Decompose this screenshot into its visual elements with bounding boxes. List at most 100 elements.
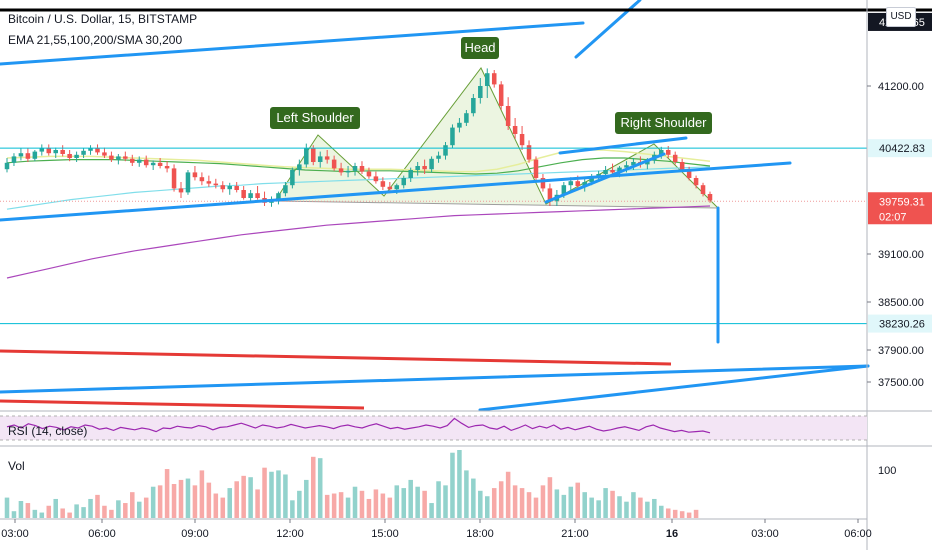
candle-body	[526, 145, 532, 160]
candle	[199, 172, 205, 186]
candle-body	[659, 150, 664, 155]
candle	[345, 166, 351, 178]
candle-body	[707, 194, 713, 201]
candle	[234, 182, 239, 193]
volume-bar	[561, 494, 567, 518]
volume-bar	[498, 481, 504, 518]
volume-bar	[164, 469, 170, 518]
candle-body	[185, 172, 191, 193]
candle	[317, 151, 323, 168]
candle	[178, 182, 184, 198]
candle-body	[227, 186, 232, 190]
candle	[408, 167, 413, 182]
volume-bar	[443, 485, 448, 518]
trendline-bottom-2	[478, 364, 870, 412]
candle-body	[422, 166, 427, 170]
candle-body	[67, 154, 72, 158]
volume-bar	[610, 490, 615, 518]
volume-bar	[324, 494, 330, 518]
volume-bar	[345, 497, 351, 518]
candle-body	[241, 190, 246, 198]
candle	[213, 178, 219, 189]
volume-bar	[150, 486, 156, 518]
candle-body	[561, 185, 567, 195]
volume-bar	[491, 488, 497, 518]
candle-body	[505, 106, 511, 126]
volume-bar	[686, 512, 692, 518]
candle-body	[624, 165, 629, 168]
candle	[88, 145, 93, 155]
volume-bar	[659, 505, 664, 518]
volume-bar	[645, 501, 650, 518]
volume-bar	[457, 450, 462, 518]
x-tick-label: 15:00	[371, 528, 399, 540]
y-tick-label: 38500.00	[878, 297, 924, 309]
right-shoulder-lower	[544, 152, 666, 204]
candle	[533, 156, 539, 182]
volume-bar	[290, 500, 295, 518]
volume-bar	[652, 498, 657, 518]
volume-bar	[178, 479, 184, 518]
candle	[324, 150, 330, 164]
candle-body	[631, 162, 636, 166]
y-tick-label: 37900.00	[878, 345, 924, 357]
volume-bar	[136, 501, 142, 518]
candle	[401, 175, 407, 189]
candle	[373, 171, 379, 184]
candle-body	[401, 178, 407, 186]
chart-title: Bitcoin / U.S. Dollar, 15, BITSTAMP	[8, 12, 198, 26]
candle-body	[471, 98, 476, 114]
candle	[450, 124, 455, 149]
candle	[81, 148, 86, 158]
candle	[102, 147, 107, 158]
candle	[95, 144, 100, 155]
volume-bar	[171, 484, 177, 518]
candle	[547, 183, 553, 206]
volume-bar	[109, 509, 114, 518]
left-shoulder-label-text: Left Shoulder	[276, 110, 354, 125]
volume-bar	[568, 486, 574, 518]
candle-body	[283, 185, 288, 194]
candle-body	[60, 150, 65, 154]
candle	[185, 170, 191, 195]
volume-bar	[617, 496, 622, 518]
candle	[707, 191, 713, 203]
candle-body	[408, 170, 413, 178]
candle-body	[693, 178, 699, 186]
candle-body	[679, 162, 685, 170]
candle-body	[373, 176, 379, 182]
volume-bar	[359, 490, 365, 518]
candle-body	[464, 113, 469, 123]
x-tick-label: 03:00	[1, 528, 29, 540]
candle	[429, 156, 434, 173]
y-tick-label: 41200.00	[878, 81, 924, 93]
volume-bar	[116, 500, 121, 518]
candle-body	[512, 126, 518, 134]
currency-button[interactable]: USD	[886, 7, 916, 27]
x-tick-label: 06:00	[844, 528, 872, 540]
candle-body	[18, 153, 24, 157]
candle-body	[304, 148, 309, 165]
candle	[478, 78, 483, 104]
candle-body	[478, 86, 483, 98]
candle	[255, 186, 260, 200]
candle-body	[589, 177, 594, 182]
candle	[359, 161, 365, 174]
head-label-text: Head	[464, 40, 495, 55]
candle-body	[603, 170, 608, 174]
candle-body	[171, 168, 177, 189]
candle-body	[220, 185, 226, 190]
candle	[25, 148, 31, 162]
candle	[60, 145, 65, 157]
candle-body	[331, 159, 337, 169]
x-tick-label: 16	[666, 528, 678, 540]
volume-bar	[415, 486, 420, 518]
volume-bar	[436, 481, 441, 518]
candle-body	[310, 148, 316, 162]
volume-bar	[143, 497, 149, 518]
candle	[11, 153, 17, 166]
candle-body	[136, 159, 142, 163]
vol-label: Vol	[8, 459, 25, 473]
